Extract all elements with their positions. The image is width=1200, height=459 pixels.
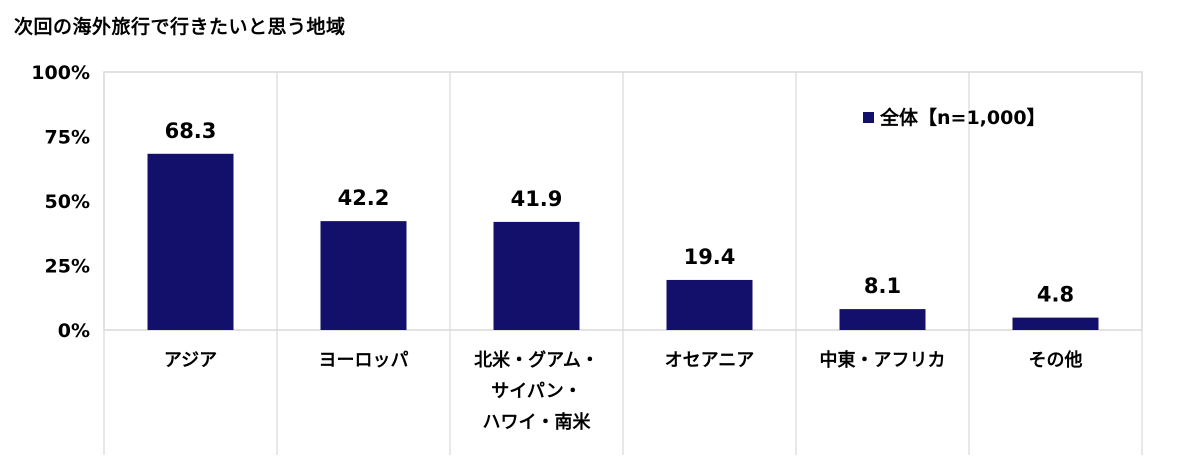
data-label: 19.4 [684, 245, 736, 269]
data-label: 68.3 [165, 119, 217, 143]
category-label: その他 [1029, 349, 1083, 371]
bar [1012, 317, 1099, 330]
data-label: 4.8 [1037, 283, 1074, 307]
y-tick-label: 50% [45, 191, 90, 213]
category-label: 北米・グアム・ [474, 349, 599, 371]
bar [666, 279, 753, 330]
chart-title: 次回の海外旅行で行きたいと思う地域 [14, 16, 346, 38]
bar [493, 221, 580, 330]
bar [839, 309, 926, 330]
legend-label: 全体【n=1,000】 [879, 106, 1046, 129]
category-label: ハワイ・南米 [483, 411, 592, 433]
y-tick-label: 75% [45, 127, 90, 149]
legend-swatch [863, 112, 874, 123]
category-label: アジア [164, 350, 217, 371]
y-tick-label: 25% [45, 256, 90, 278]
data-label: 42.2 [338, 186, 390, 210]
y-tick-label: 0% [58, 320, 90, 342]
y-tick-label: 100% [31, 62, 90, 84]
bar [320, 221, 407, 330]
category-label: 中東・アフリカ [820, 349, 946, 371]
category-label: サイパン・ [491, 381, 582, 402]
category-label: オセアニア [665, 350, 755, 371]
category-label: ヨーロッパ [319, 350, 409, 371]
data-label: 8.1 [864, 274, 901, 298]
data-label: 41.9 [511, 187, 563, 211]
bar [147, 153, 234, 330]
